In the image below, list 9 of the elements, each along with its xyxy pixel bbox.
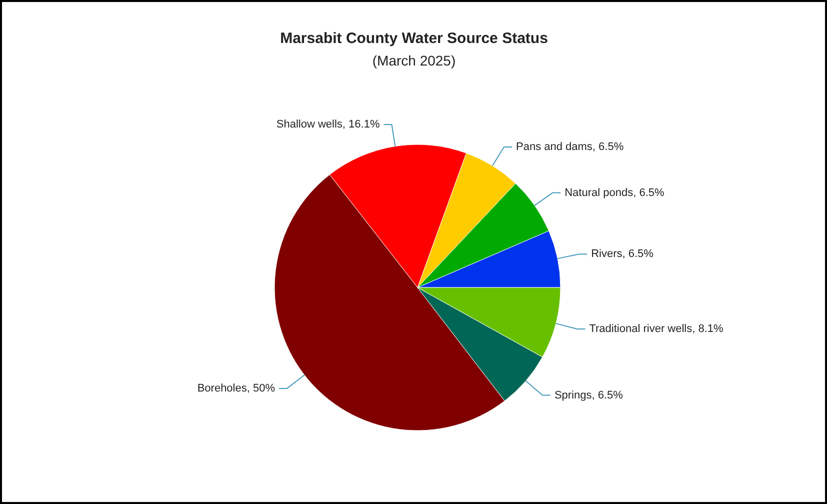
slice-label: Springs, 6.5% [554, 389, 624, 402]
chart-subtitle: (March 2025) [372, 52, 456, 68]
chart-title: Marsabit County Water Source Status [280, 30, 548, 47]
slice-label: Traditional river wells, 8.1% [589, 322, 724, 335]
slice-label: Shallow wells, 16.1% [276, 118, 380, 131]
slice-label: Pans and dams, 6.5% [516, 140, 624, 153]
slice-label: Natural ponds, 6.5% [564, 186, 664, 199]
slice-label: Rivers, 6.5% [591, 248, 654, 260]
slice-label: Boreholes, 50% [197, 382, 276, 394]
